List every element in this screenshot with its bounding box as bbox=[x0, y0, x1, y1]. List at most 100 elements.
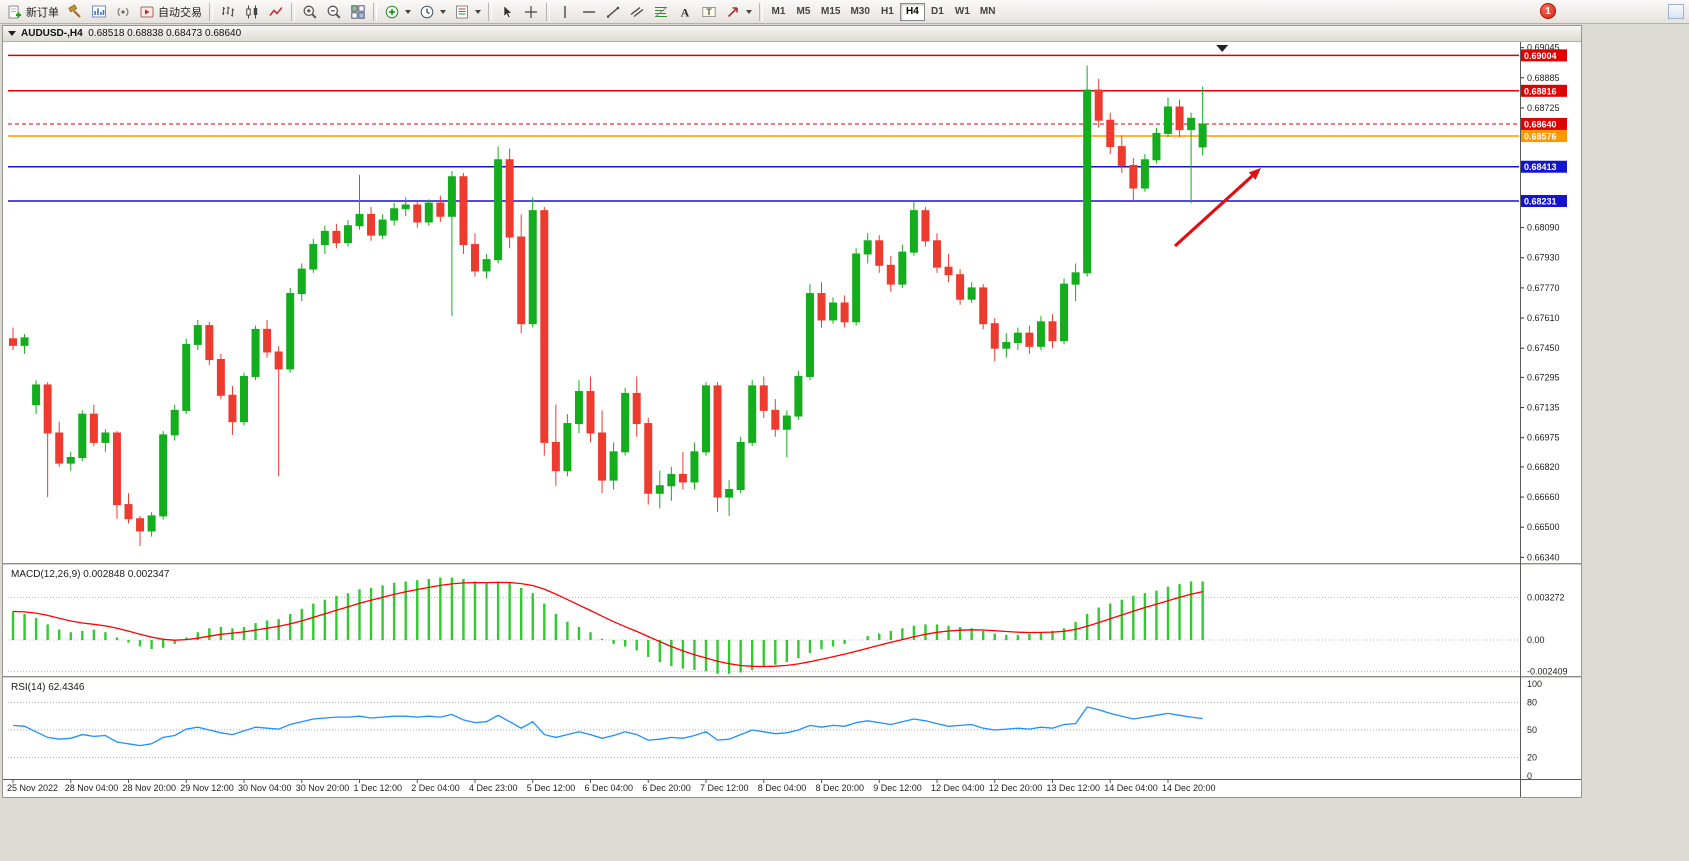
price-tick-label: 0.67930 bbox=[1527, 253, 1560, 263]
toolbar-arrows-button[interactable] bbox=[721, 2, 756, 22]
candle bbox=[667, 466, 676, 501]
candle bbox=[1048, 314, 1057, 349]
candle bbox=[378, 214, 387, 239]
price-tick-label: 0.68885 bbox=[1527, 73, 1560, 83]
candle bbox=[205, 321, 214, 366]
candle bbox=[32, 380, 41, 415]
toolbar-corner-icon[interactable] bbox=[1668, 4, 1684, 19]
channel-icon bbox=[629, 4, 645, 20]
candle bbox=[702, 382, 710, 456]
timeframe-M30-button[interactable]: M30 bbox=[845, 3, 874, 21]
candle bbox=[840, 295, 849, 328]
chart-titlebar[interactable]: AUDUSD-,H4 0.68518 0.68838 0.68473 0.686… bbox=[3, 26, 1581, 42]
toolbar-chart-wizard-button[interactable] bbox=[63, 2, 87, 22]
candle bbox=[355, 174, 364, 230]
price-tick-label: 0.67135 bbox=[1527, 403, 1560, 413]
toolbar-periods-button[interactable] bbox=[415, 2, 450, 22]
time-label: 28 Nov 04:00 bbox=[65, 783, 119, 793]
toolbar-equidistant-channel-button[interactable] bbox=[625, 2, 649, 22]
toolbar-bars-chart-button[interactable] bbox=[216, 2, 240, 22]
timeframe-D1-button[interactable]: D1 bbox=[925, 3, 950, 21]
time-label: 12 Dec 20:00 bbox=[989, 783, 1043, 793]
candle bbox=[170, 404, 179, 441]
candle bbox=[43, 382, 52, 498]
chart-shift-marker-icon[interactable] bbox=[1216, 45, 1229, 52]
time-label: 30 Nov 04:00 bbox=[238, 783, 292, 793]
toolbar-zoom-out-button[interactable] bbox=[322, 2, 346, 22]
candlesticks bbox=[9, 65, 1207, 547]
timeframe-W1-button[interactable]: W1 bbox=[950, 3, 975, 21]
time-label: 12 Dec 04:00 bbox=[931, 783, 985, 793]
toolbar-auto-trading-button[interactable]: 自动交易 bbox=[135, 2, 206, 22]
candle bbox=[482, 253, 491, 279]
price-tick-label: 0.66500 bbox=[1527, 522, 1560, 532]
toolbar-templates-button[interactable] bbox=[450, 2, 485, 22]
price-marker-label: 0.68576 bbox=[1524, 132, 1557, 142]
candle bbox=[1164, 97, 1172, 138]
candle bbox=[586, 376, 595, 443]
candle bbox=[898, 244, 907, 288]
time-label: 14 Dec 20:00 bbox=[1162, 783, 1216, 793]
candle bbox=[136, 515, 145, 547]
timeframe-M5-button[interactable]: M5 bbox=[791, 3, 816, 21]
arrow-annotation[interactable] bbox=[1173, 174, 1254, 248]
candle bbox=[551, 404, 560, 486]
toolbar-crosshair-button[interactable] bbox=[519, 2, 543, 22]
toolbar-line-chart-button[interactable] bbox=[264, 2, 288, 22]
signals-icon bbox=[115, 4, 131, 20]
timeframe-MN-button[interactable]: MN bbox=[975, 3, 1001, 21]
bars-icon bbox=[220, 4, 236, 20]
candle bbox=[424, 199, 433, 226]
toolbar-indicators-button[interactable] bbox=[380, 2, 415, 22]
toolbar-fibonacci-button[interactable] bbox=[649, 2, 673, 22]
time-label: 1 Dec 12:00 bbox=[354, 783, 403, 793]
toolbar-candlestick-chart-button[interactable] bbox=[240, 2, 264, 22]
chart-background bbox=[3, 42, 1581, 797]
autotrade-icon bbox=[139, 4, 155, 20]
arrow-annotation-head[interactable] bbox=[1248, 168, 1261, 180]
toolbar-vertical-line-button[interactable] bbox=[553, 2, 577, 22]
price-tick-label: 0.66340 bbox=[1527, 552, 1560, 562]
cursor-icon bbox=[499, 4, 515, 20]
candle bbox=[921, 206, 930, 247]
candle bbox=[979, 284, 988, 330]
svg-text:A: A bbox=[681, 5, 690, 19]
candle bbox=[944, 253, 953, 283]
toolbar-zoom-in-button[interactable] bbox=[298, 2, 322, 22]
toolbar-text-label-button[interactable]: T bbox=[697, 2, 721, 22]
candle bbox=[1013, 327, 1022, 351]
candle bbox=[1187, 112, 1196, 204]
chevron-down-icon bbox=[746, 9, 752, 14]
toolbar-tile-windows-button[interactable] bbox=[346, 2, 370, 22]
candle bbox=[829, 297, 838, 324]
rsi-scale-label: 50 bbox=[1527, 725, 1537, 735]
candle bbox=[794, 370, 803, 420]
panel-separator[interactable] bbox=[3, 563, 1581, 566]
panel-separator[interactable] bbox=[3, 676, 1581, 679]
rsi-scale-label: 20 bbox=[1527, 753, 1537, 763]
toolbar-text-button[interactable]: A bbox=[673, 2, 697, 22]
time-label: 13 Dec 12:00 bbox=[1047, 783, 1101, 793]
timeframe-H1-button[interactable]: H1 bbox=[875, 3, 900, 21]
toolbar-new-order-button[interactable]: 新订单 bbox=[3, 2, 63, 22]
time-label: 8 Dec 20:00 bbox=[816, 783, 865, 793]
toolbar-signals-button[interactable] bbox=[111, 2, 135, 22]
timeframe-M1-button[interactable]: M1 bbox=[766, 3, 791, 21]
chart-canvas[interactable]: 0.003272 0.00 -0.002409 MACD(12,26,9) 0.002… bbox=[3, 42, 1581, 797]
candle bbox=[655, 470, 664, 509]
timeframe-H4-button[interactable]: H4 bbox=[899, 2, 925, 21]
candle bbox=[748, 380, 757, 447]
candle bbox=[297, 263, 306, 302]
toolbar-trendline-button[interactable] bbox=[601, 2, 625, 22]
toolbar-cursor-button[interactable] bbox=[495, 2, 519, 22]
chart-menu-caret-icon[interactable] bbox=[8, 31, 16, 36]
notification-badge[interactable]: 1 bbox=[1540, 3, 1556, 19]
time-label: 25 Nov 2022 bbox=[7, 783, 58, 793]
toolbar-horizontal-line-button[interactable] bbox=[577, 2, 601, 22]
toolbar-new-chart-button[interactable] bbox=[87, 2, 111, 22]
timeframe-M15-button[interactable]: M15 bbox=[816, 3, 845, 21]
price-tick-label: 0.67450 bbox=[1527, 343, 1560, 353]
time-label: 6 Dec 20:00 bbox=[642, 783, 691, 793]
rsi-scale-label: 100 bbox=[1527, 679, 1542, 689]
price-marker-0.68576 bbox=[1521, 130, 1567, 143]
